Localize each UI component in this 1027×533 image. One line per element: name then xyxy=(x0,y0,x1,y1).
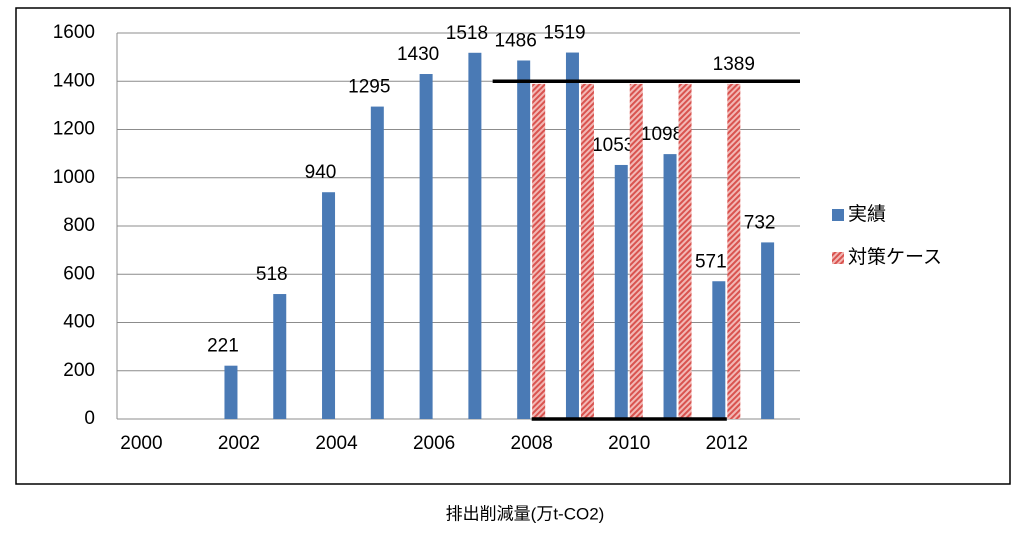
data-label: 1519 xyxy=(543,23,585,44)
bar xyxy=(565,52,579,419)
chart-frame xyxy=(15,7,1011,485)
bar xyxy=(468,52,482,419)
x-tick-label: 2002 xyxy=(218,433,260,454)
x-tick-label: 2000 xyxy=(120,433,162,454)
data-label: 221 xyxy=(207,336,239,357)
bar xyxy=(761,242,775,419)
data-label: 1098 xyxy=(641,124,683,145)
legend-swatch xyxy=(832,209,844,221)
bar xyxy=(517,60,531,419)
bar xyxy=(580,83,594,419)
data-label: 1430 xyxy=(397,44,439,65)
bar xyxy=(419,74,433,419)
y-tick-label: 200 xyxy=(63,360,95,381)
data-label: 571 xyxy=(695,251,727,272)
bar xyxy=(273,294,287,419)
y-tick-label: 1600 xyxy=(53,22,95,43)
legend-label: 対策ケース xyxy=(848,246,942,268)
bar xyxy=(322,192,336,419)
caption: 排出削減量(万t-CO2) xyxy=(446,504,605,523)
data-label: 1389 xyxy=(713,54,755,75)
data-label: 1486 xyxy=(495,31,537,52)
x-tick-label: 2010 xyxy=(608,433,650,454)
y-tick-label: 1000 xyxy=(53,167,95,188)
bar xyxy=(727,83,741,419)
bar xyxy=(663,154,677,420)
legend-label: 実績 xyxy=(848,203,886,225)
bar xyxy=(712,281,726,419)
x-tick-label: 2012 xyxy=(706,433,748,454)
y-tick-label: 600 xyxy=(63,263,95,284)
bar xyxy=(370,106,384,420)
bar xyxy=(678,83,692,419)
bar xyxy=(532,83,546,419)
x-tick-label: 2004 xyxy=(315,433,358,454)
data-label: 1518 xyxy=(446,23,488,44)
y-tick-label: 1200 xyxy=(53,119,95,140)
y-tick-label: 800 xyxy=(63,215,95,236)
x-tick-label: 2008 xyxy=(511,433,553,454)
y-tick-label: 400 xyxy=(63,312,95,333)
y-tick-label: 0 xyxy=(84,408,95,429)
y-tick-label: 1400 xyxy=(53,70,95,91)
bar xyxy=(614,164,628,419)
legend-swatch xyxy=(832,252,844,264)
data-label: 1053 xyxy=(592,135,634,156)
data-label: 1295 xyxy=(348,77,390,98)
x-tick-label: 2006 xyxy=(413,433,455,454)
data-label: 518 xyxy=(256,264,288,285)
data-label: 940 xyxy=(305,162,337,183)
bar xyxy=(629,83,643,419)
bar xyxy=(224,365,238,419)
data-label: 732 xyxy=(744,212,776,233)
